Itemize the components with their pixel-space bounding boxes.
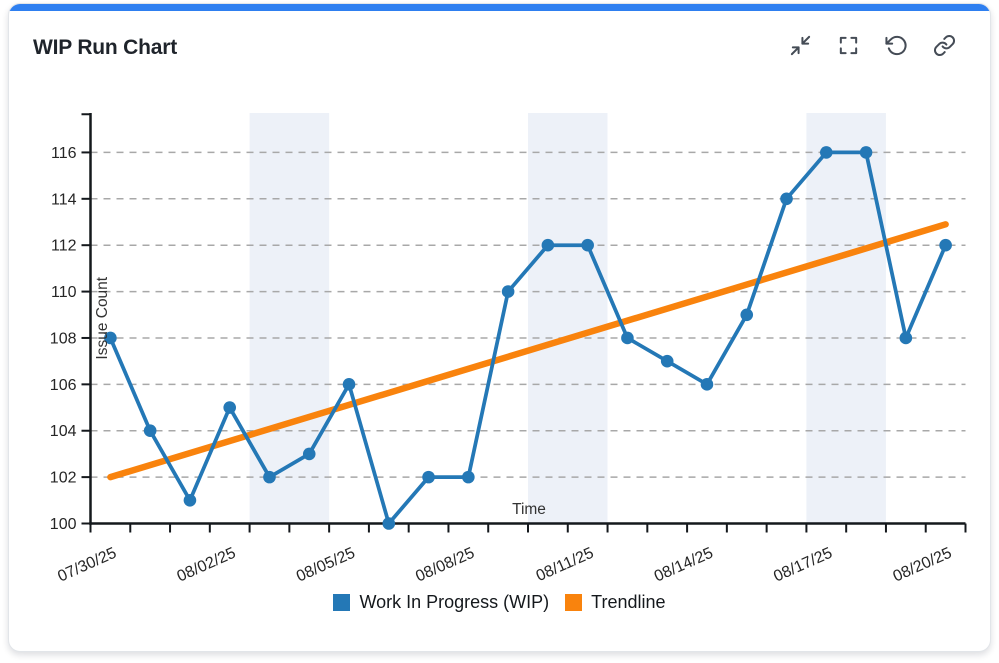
data-point[interactable] — [462, 470, 475, 484]
card-title: WIP Run Chart — [33, 36, 178, 59]
legend-swatch-wip — [333, 594, 351, 611]
data-point[interactable] — [621, 331, 634, 345]
data-point[interactable] — [780, 192, 793, 206]
data-point[interactable] — [382, 517, 396, 530]
data-point[interactable] — [899, 331, 913, 345]
wip-line[interactable] — [108, 150, 948, 526]
fullscreen-brackets-icon — [839, 36, 857, 54]
card-toolbar — [787, 32, 957, 58]
chart-legend: Work In Progress (WIP) Trendline — [9, 592, 990, 613]
fullscreen-button[interactable] — [835, 32, 861, 58]
collapse-arrows-icon — [790, 35, 810, 55]
data-point[interactable] — [581, 238, 594, 252]
data-point[interactable] — [302, 447, 316, 461]
data-point[interactable] — [183, 494, 197, 507]
data-point[interactable] — [223, 401, 237, 414]
data-point[interactable] — [660, 354, 674, 368]
data-point[interactable] — [700, 378, 714, 391]
data-point[interactable] — [143, 424, 157, 438]
data-point[interactable] — [422, 470, 435, 484]
trendline[interactable] — [107, 221, 949, 481]
link-chain-icon — [933, 34, 955, 56]
data-point[interactable] — [819, 146, 833, 159]
data-point[interactable] — [939, 238, 952, 252]
legend-swatch-trendline — [565, 594, 583, 611]
legend-item-wip[interactable]: Work In Progress (WIP) — [333, 592, 549, 613]
data-point[interactable] — [859, 146, 873, 159]
data-point[interactable] — [263, 470, 276, 484]
data-point[interactable] — [740, 308, 754, 322]
reset-button[interactable] — [883, 32, 909, 58]
reset-rotate-ccw-icon — [884, 35, 907, 55]
data-point[interactable] — [342, 378, 356, 391]
data-point[interactable] — [541, 238, 555, 252]
legend-item-trendline[interactable]: Trendline — [565, 592, 666, 613]
legend-label-wip: Work In Progress (WIP) — [359, 592, 550, 612]
collapse-button[interactable] — [787, 32, 813, 58]
data-point[interactable] — [501, 285, 515, 298]
data-point[interactable] — [104, 331, 117, 345]
legend-label-trendline: Trendline — [591, 592, 666, 612]
card-accent-bar — [9, 4, 990, 11]
copy-link-button[interactable] — [931, 32, 957, 58]
